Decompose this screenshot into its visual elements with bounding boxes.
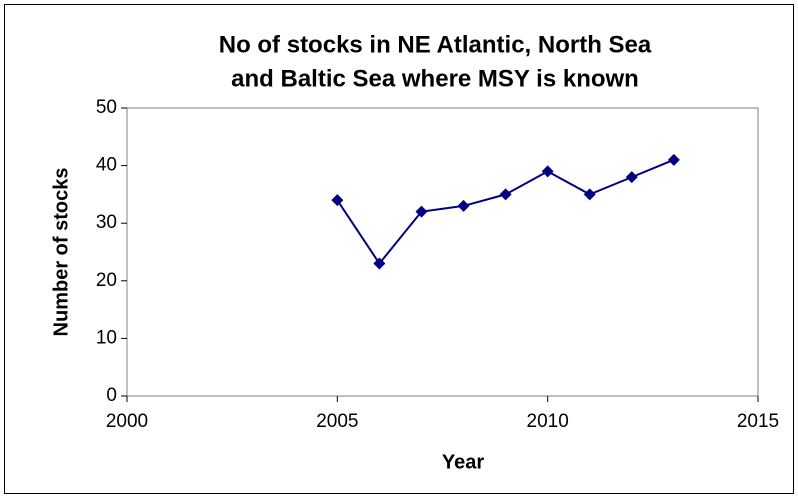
data-marker	[457, 199, 470, 212]
y-tick-label: 30	[96, 212, 117, 233]
x-tick-label: 2015	[737, 411, 779, 432]
y-tick-label: 50	[96, 97, 117, 118]
data-marker	[667, 153, 680, 166]
chart-title: No of stocks in NE Atlantic, North Sea	[219, 31, 652, 58]
data-marker	[415, 205, 428, 218]
x-tick-label: 2005	[316, 411, 358, 432]
plot-area	[126, 107, 759, 397]
x-tick-label: 2010	[527, 411, 569, 432]
data-marker	[331, 194, 344, 207]
y-tick-label: 40	[96, 155, 117, 176]
data-marker	[499, 188, 512, 201]
y-axis-title: Number of stocks	[50, 168, 72, 337]
x-tick-label: 2000	[106, 411, 148, 432]
data-marker	[583, 188, 596, 201]
data-marker	[625, 171, 638, 184]
y-tick-label: 0	[106, 385, 117, 406]
data-marker	[373, 257, 386, 270]
y-tick-label: 20	[96, 270, 117, 291]
chart-title: and Baltic Sea where MSY is known	[231, 65, 639, 92]
y-tick-label: 10	[96, 327, 117, 348]
x-axis-title: Year	[442, 451, 484, 473]
data-marker	[541, 165, 554, 178]
